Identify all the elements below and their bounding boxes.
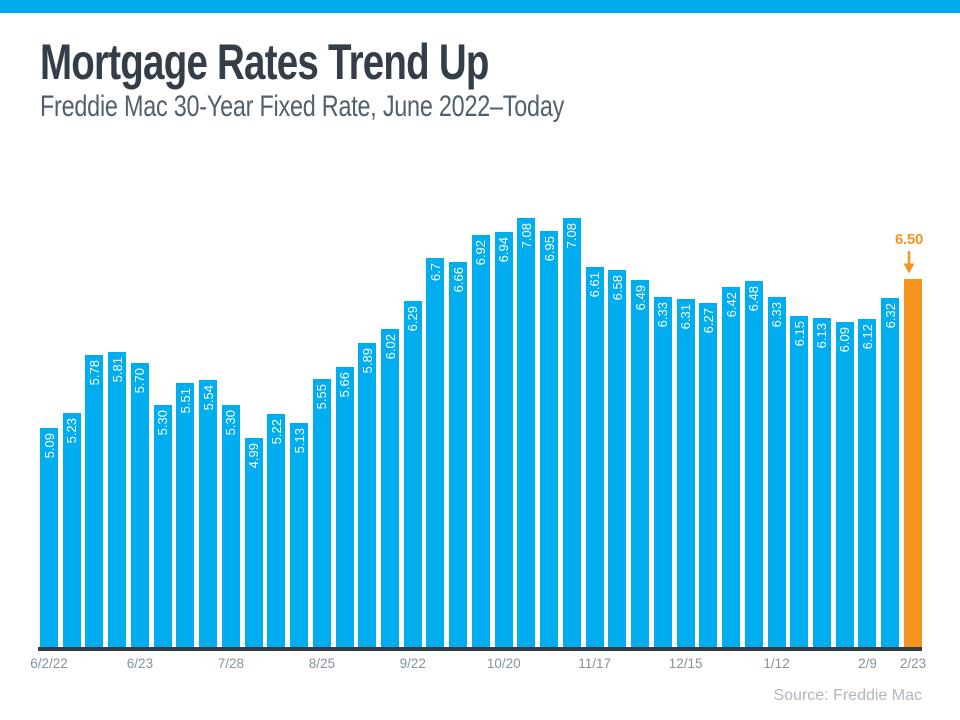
bar-value-label: 6.02 [382, 334, 398, 360]
bar-value-label: 6.7 [427, 262, 443, 281]
bar-value-label: 5.30 [223, 410, 239, 436]
x-tick-label: 10/20 [486, 656, 521, 671]
bar-value-label: 5.30 [155, 410, 171, 436]
bar-26: 6.58 [608, 270, 627, 648]
bar-value-label: 6.12 [859, 323, 875, 350]
x-tick-label: 6/2/22 [30, 656, 68, 671]
bar-value-label: 6.27 [700, 308, 716, 334]
bar-17: 6.29 [403, 301, 422, 648]
x-tick-label: 9/22 [399, 656, 426, 671]
bar-value-label: 4.99 [246, 443, 262, 469]
bar-value-label: 6.49 [632, 284, 648, 311]
source-credit: Source: Freddie Mac [773, 687, 922, 704]
down-arrow-icon [903, 251, 915, 274]
top-accent-strip [0, 0, 960, 13]
bar-6: 5.30 [153, 405, 172, 648]
bar-19: 6.66 [449, 261, 468, 648]
bar-32: 6.48 [744, 280, 763, 648]
bar-value-label: 5.54 [200, 385, 216, 411]
bar-28: 6.33 [653, 296, 672, 648]
bar-chart-plot-area: 5.09 5.23 5.78 5.81 5.70 5.30 5.51 5.54 5.30 4.99… [40, 205, 922, 648]
page-subtitle: Freddie Mac 30-Year Fixed Rate, June 202… [40, 90, 565, 123]
bar-value-label: 6.61 [587, 272, 603, 298]
bar-20: 6.92 [471, 234, 490, 648]
bar-value-label: 6.58 [609, 275, 625, 301]
bar-13: 5.55 [312, 379, 331, 648]
bar-38: 6.32 [881, 297, 900, 648]
bar-2: 5.23 [62, 412, 81, 648]
bar-34: 6.15 [790, 315, 809, 648]
bar-8: 5.54 [199, 380, 218, 648]
bar-24: 7.08 [562, 217, 581, 648]
x-tick-label: 7/28 [217, 656, 245, 671]
bar-29: 6.31 [676, 298, 695, 648]
bar-4: 5.81 [108, 351, 127, 648]
bar-25: 6.61 [585, 267, 604, 648]
bar-value-label: 6.31 [678, 303, 694, 330]
bar-27: 6.49 [631, 279, 650, 648]
bar-10: 4.99 [244, 438, 263, 648]
x-tick-label: 12/15 [668, 656, 703, 671]
bar-18: 6.7 [426, 257, 445, 648]
bar-39 [903, 278, 922, 648]
bar-value-label: 6.29 [405, 306, 421, 332]
bar-value-label: 6.09 [837, 327, 853, 353]
bar-value-label: 6.33 [655, 301, 671, 328]
bar-value-label: 6.13 [814, 322, 830, 349]
bar-9: 5.30 [221, 405, 240, 648]
bar-value-label: 6.48 [746, 285, 762, 312]
bar-value-label: 5.89 [359, 348, 375, 374]
bar-value-label: 5.78 [86, 359, 102, 386]
x-tick-label: 11/17 [578, 656, 612, 671]
bar-value-label: 6.33 [769, 301, 784, 328]
bar-15: 5.89 [358, 343, 377, 648]
bar-33: 6.33 [767, 296, 786, 648]
bar-value-label: 6.95 [541, 236, 557, 262]
bar-12: 5.13 [290, 423, 309, 648]
bar-value-label: 7.08 [518, 222, 534, 248]
bar-23: 6.95 [540, 231, 559, 648]
bar-value-label: 7.08 [564, 222, 580, 248]
bar-3: 5.78 [85, 354, 104, 648]
bar-35: 6.13 [812, 317, 831, 648]
bar-value-label: 6.15 [791, 320, 807, 347]
x-tick-label: 6/23 [126, 656, 154, 671]
bar-value-label: 5.23 [64, 417, 80, 444]
x-tick-label: 2/9 [858, 656, 877, 671]
bar-36: 6.09 [835, 322, 854, 648]
bar-value-label: 5.51 [177, 388, 193, 414]
bar-value-label: 5.66 [337, 372, 353, 398]
x-tick-label: 8/25 [308, 656, 335, 671]
bar-1: 5.09 [40, 427, 58, 648]
highlight-annotation: 6.50 [895, 232, 923, 274]
bar-value-label: 5.22 [268, 418, 284, 445]
highlight-value-label: 6.50 [895, 231, 923, 248]
bar-value-label: 6.66 [450, 266, 466, 293]
bar-11: 5.22 [267, 413, 286, 648]
bar-22: 7.08 [517, 217, 536, 648]
bar-value-label: 6.32 [882, 302, 898, 329]
bar-value-label: 5.09 [41, 432, 57, 458]
bar-value-label: 6.92 [473, 239, 489, 265]
x-axis-tick-labels: 6/2/22 6/23 7/28 8/25 9/22 10/20 11/17 12/15 1/1… [30, 656, 926, 676]
bar-16: 6.02 [381, 329, 400, 648]
bar-31: 6.42 [722, 287, 741, 648]
bar-value-label: 5.13 [291, 428, 307, 454]
bar-30: 6.27 [699, 303, 718, 648]
bar-value-label: 6.94 [496, 237, 512, 263]
bar-7: 5.51 [176, 383, 195, 648]
page-title: Mortgage Rates Trend Up [40, 34, 489, 90]
bar-14: 5.66 [335, 367, 354, 648]
x-tick-label: 1/12 [763, 656, 790, 671]
bar-value-label: 6.42 [723, 292, 739, 318]
bar-value-label: 5.81 [109, 356, 125, 382]
bar-37: 6.12 [858, 318, 877, 648]
x-axis-line [38, 647, 922, 651]
bar-5: 5.70 [130, 363, 149, 648]
bar-value-label: 5.55 [314, 384, 330, 410]
bar-value-label: 5.70 [132, 368, 148, 394]
bar-21: 6.94 [494, 232, 513, 648]
x-tick-label: 2/23 [899, 656, 927, 671]
